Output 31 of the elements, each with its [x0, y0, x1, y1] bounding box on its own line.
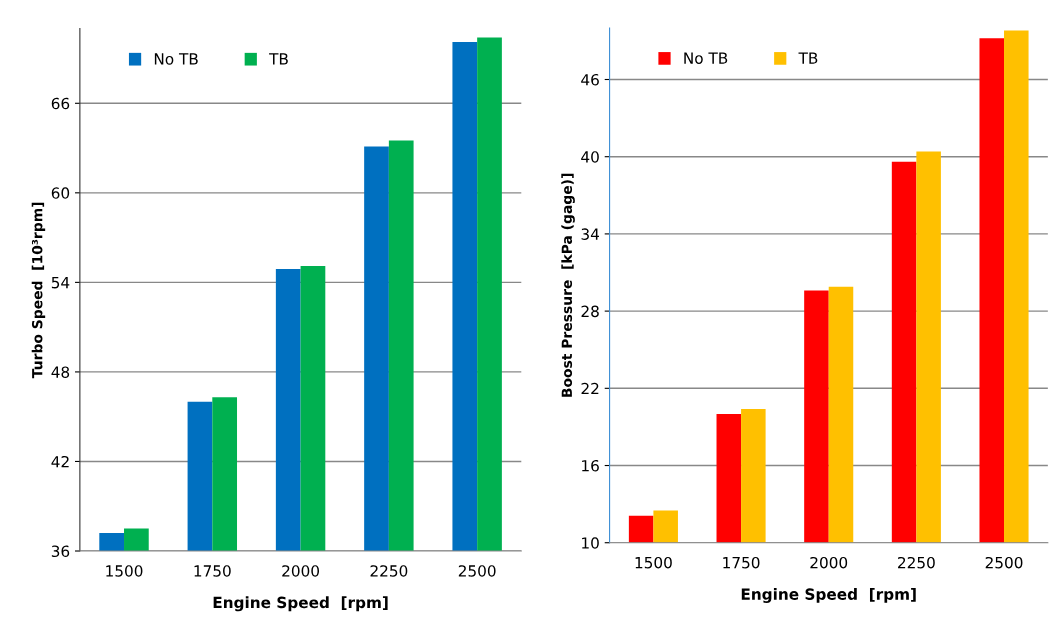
x-tick-label: 2500	[985, 556, 1023, 569]
y-axis-title: Turbo Speed [10³rpm]	[31, 202, 46, 379]
x-tick-label: 2250	[370, 565, 408, 577]
y-tick-label: 16	[582, 459, 599, 472]
x-axis-title: Engine Speed [rpm]	[741, 588, 916, 603]
x-tick-label: 1500	[635, 556, 672, 569]
y-tick-label: 66	[51, 97, 70, 110]
x-tick-label: 1500	[106, 565, 143, 577]
legend-label: No TB	[684, 52, 728, 64]
x-axis-title: Engine Speed [rpm]	[213, 596, 388, 612]
y-tick-label: 54	[51, 277, 70, 289]
x-tick-label: 2000	[810, 556, 848, 569]
y-tick-label: 40	[581, 151, 599, 163]
x-tick-label: 2500	[458, 565, 496, 577]
y-tick-label: 46	[581, 73, 599, 86]
y-tick-label: 10	[582, 537, 599, 549]
y-tick-label: 34	[581, 228, 599, 240]
x-tick-label: 2000	[282, 565, 320, 577]
legend-label: TB	[798, 52, 818, 64]
x-tick-label: 1750	[194, 565, 231, 577]
y-tick-label: 48	[51, 366, 70, 378]
legend-label: No TB	[154, 53, 198, 65]
x-tick-label: 1750	[723, 556, 760, 569]
legend-label: TB	[269, 53, 288, 65]
x-tick-label: 2250	[898, 556, 935, 569]
y-tick-label: 36	[51, 545, 70, 558]
y-tick-label: 60	[51, 187, 70, 199]
y-tick-label: 28	[581, 305, 599, 318]
y-axis-title: Boost Pressure [kPa (gage)]	[561, 173, 575, 397]
y-tick-label: 42	[51, 455, 69, 468]
y-tick-label: 22	[581, 382, 599, 395]
